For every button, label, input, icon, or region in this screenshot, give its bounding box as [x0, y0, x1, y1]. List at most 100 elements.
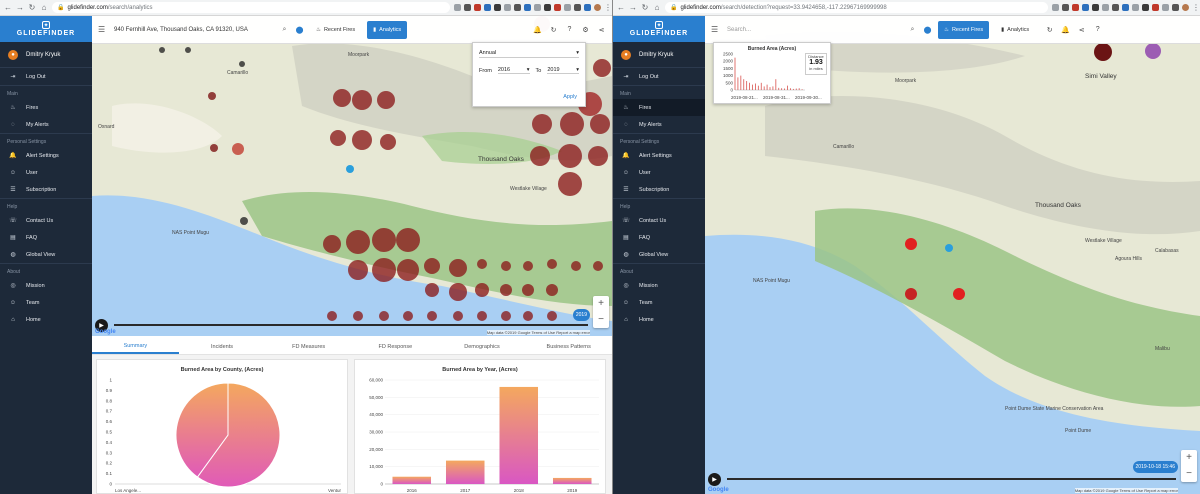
- sidebar-item-faq[interactable]: ▤ FAQ: [613, 229, 705, 246]
- address-search-input[interactable]: 940 Fernhill Ave, Thousand Oaks, CA 9132…: [114, 26, 248, 33]
- brand-logo[interactable]: ✦ GLIDEFINDER: [0, 16, 92, 42]
- bar-2016[interactable]: [392, 476, 432, 484]
- apply-button[interactable]: Apply: [563, 94, 577, 100]
- fire-marker[interactable]: [1094, 43, 1112, 61]
- sidebar-item-my-alerts[interactable]: ◌ My Alerts: [0, 116, 92, 133]
- menu-icon[interactable]: ☰: [711, 25, 719, 34]
- fire-marker[interactable]: [323, 235, 341, 253]
- fire-marker[interactable]: [475, 283, 489, 297]
- fire-marker[interactable]: [953, 288, 965, 300]
- sidebar-item-subscription[interactable]: ☰ Subscription: [613, 181, 705, 198]
- extension-icon[interactable]: [1102, 4, 1109, 11]
- fire-marker[interactable]: [477, 259, 487, 269]
- fire-marker[interactable]: [403, 311, 413, 321]
- fire-marker[interactable]: [547, 311, 557, 321]
- fire-marker[interactable]: [500, 284, 512, 296]
- fire-marker[interactable]: [232, 143, 244, 155]
- fire-marker[interactable]: [372, 258, 396, 282]
- fire-marker[interactable]: [372, 228, 396, 252]
- fire-marker[interactable]: [449, 283, 467, 301]
- fire-marker[interactable]: [425, 283, 439, 297]
- forward-icon[interactable]: →: [629, 3, 637, 12]
- extension-icon[interactable]: [564, 4, 571, 11]
- search-icon[interactable]: ⌕: [282, 25, 287, 33]
- reload-icon[interactable]: ↻: [28, 3, 36, 12]
- tab-incidents[interactable]: Incidents: [211, 343, 234, 350]
- search-input[interactable]: Search...: [727, 26, 752, 33]
- sidebar-item-global-view[interactable]: ◍ Global View: [0, 246, 92, 263]
- play-icon[interactable]: ▶: [708, 472, 721, 486]
- sidebar-item-subscription[interactable]: ☰ Subscription: [0, 181, 92, 198]
- extension-icon[interactable]: [1062, 4, 1069, 11]
- fire-marker[interactable]: [523, 261, 533, 271]
- sidebar-item-logout[interactable]: ⇥ Log Out: [0, 68, 92, 85]
- bar-2018[interactable]: [499, 386, 539, 484]
- fire-marker[interactable]: [239, 61, 245, 67]
- back-icon[interactable]: ←: [4, 3, 12, 12]
- home-icon[interactable]: ⌂: [654, 3, 660, 12]
- fire-marker[interactable]: [185, 47, 191, 53]
- extension-icon[interactable]: [524, 4, 531, 11]
- fire-marker[interactable]: [905, 288, 917, 300]
- extension-icon[interactable]: [484, 4, 491, 11]
- extension-icon[interactable]: [464, 4, 471, 11]
- user-row[interactable]: ● Dmitry Kryuk: [613, 42, 705, 68]
- fire-marker[interactable]: [501, 311, 511, 321]
- refresh-icon[interactable]: ↻: [1046, 26, 1053, 34]
- timeline-track[interactable]: 2019: [114, 309, 590, 326]
- extension-icon[interactable]: [1082, 4, 1089, 11]
- profile-avatar-icon[interactable]: [594, 4, 601, 11]
- fire-marker[interactable]: [546, 284, 558, 296]
- user-row[interactable]: ● Dmitry Kryuk: [0, 42, 92, 68]
- extension-icon[interactable]: [1132, 4, 1139, 11]
- zoom-in-icon[interactable]: +: [598, 298, 604, 309]
- extension-icon[interactable]: [1052, 4, 1059, 11]
- extension-icon[interactable]: [554, 4, 561, 11]
- brand-logo[interactable]: ✦ GLIDEFINDER: [613, 16, 705, 42]
- extension-icon[interactable]: [1162, 4, 1169, 11]
- fire-marker[interactable]: [547, 259, 557, 269]
- fire-marker[interactable]: [449, 259, 467, 277]
- share-icon[interactable]: ⋖: [598, 26, 605, 34]
- tab-business-patterns[interactable]: Business Patterns: [546, 343, 591, 350]
- extension-icon[interactable]: [494, 4, 501, 11]
- recent-fires-button[interactable]: ♨ Recent Fires: [938, 20, 990, 39]
- zoom-out-icon[interactable]: −: [598, 314, 604, 325]
- fire-marker[interactable]: [240, 217, 248, 225]
- extension-icon[interactable]: [584, 4, 591, 11]
- pie-slice-ventura[interactable]: [175, 382, 229, 478]
- extension-icon[interactable]: [1152, 4, 1159, 11]
- to-year-select[interactable]: 2019 ▾: [547, 67, 579, 74]
- pie-slice-los-angeles[interactable]: [196, 382, 281, 488]
- timeline-track[interactable]: 2019-10-18 15:46: [727, 461, 1178, 480]
- fire-marker[interactable]: [530, 146, 550, 166]
- fire-marker[interactable]: [380, 134, 396, 150]
- profile-avatar-icon[interactable]: [1182, 4, 1189, 11]
- fire-marker[interactable]: [593, 261, 603, 271]
- sidebar-item-mission[interactable]: ◎ Mission: [0, 277, 92, 294]
- fire-marker[interactable]: [352, 130, 372, 150]
- sidebar-item-contact-us[interactable]: ☏ Contact Us: [613, 212, 705, 229]
- help-icon[interactable]: ?: [567, 26, 572, 33]
- timeline-date-pin[interactable]: 2019-10-18 15:46: [1132, 461, 1178, 473]
- back-icon[interactable]: ←: [617, 3, 625, 12]
- reload-icon[interactable]: ↻: [641, 3, 649, 12]
- sidebar-item-alert-settings[interactable]: 🔔 Alert Settings: [613, 147, 705, 164]
- from-year-select[interactable]: 2016 ▾: [497, 67, 530, 74]
- fire-marker[interactable]: [522, 284, 534, 296]
- browser-menu-icon[interactable]: ⋮: [1192, 3, 1200, 12]
- fire-marker[interactable]: [346, 230, 370, 254]
- current-location-marker[interactable]: [945, 244, 953, 252]
- forward-icon[interactable]: →: [16, 3, 24, 12]
- sidebar-item-user[interactable]: ☺ User: [0, 164, 92, 181]
- fire-marker[interactable]: [453, 311, 463, 321]
- fire-marker[interactable]: [379, 311, 389, 321]
- fire-marker[interactable]: [558, 172, 582, 196]
- fire-marker[interactable]: [571, 261, 581, 271]
- fire-marker[interactable]: [327, 311, 337, 321]
- fire-marker[interactable]: [560, 112, 584, 136]
- sidebar-item-user[interactable]: ☺ User: [613, 164, 705, 181]
- bell-icon[interactable]: 🔔: [1061, 26, 1071, 34]
- detection-map[interactable]: Simi Valley Thousand Oaks Camarillo NAS …: [705, 16, 1200, 494]
- fire-marker[interactable]: [353, 311, 363, 321]
